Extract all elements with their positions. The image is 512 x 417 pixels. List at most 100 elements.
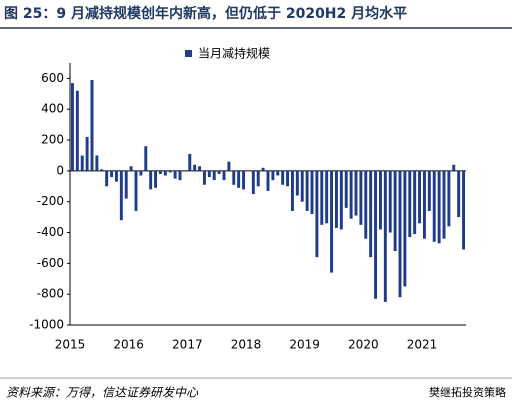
bar bbox=[403, 170, 407, 287]
bar bbox=[188, 153, 192, 171]
bar bbox=[217, 170, 221, 174]
bar bbox=[437, 170, 441, 244]
bar bbox=[90, 79, 94, 171]
bar bbox=[383, 170, 387, 302]
bar bbox=[393, 170, 397, 252]
bar bbox=[378, 170, 382, 230]
x-tick-label: 2018 bbox=[231, 338, 262, 352]
watermark: 樊继拓投资策略 bbox=[429, 385, 506, 399]
bar bbox=[227, 161, 231, 171]
bar bbox=[281, 170, 285, 185]
bar bbox=[271, 170, 275, 181]
bar bbox=[207, 170, 211, 178]
bar bbox=[100, 169, 104, 171]
bar bbox=[388, 170, 392, 233]
bar bbox=[364, 170, 368, 239]
y-tick-label: 400 bbox=[41, 102, 64, 116]
bar bbox=[290, 170, 294, 211]
x-tick-label: 2021 bbox=[407, 338, 438, 352]
bar bbox=[110, 170, 114, 178]
bar bbox=[129, 166, 133, 171]
bar bbox=[286, 170, 290, 187]
y-tick-label: -800 bbox=[37, 287, 64, 301]
bar bbox=[173, 170, 177, 179]
bar bbox=[300, 170, 304, 202]
bar bbox=[251, 170, 255, 194]
bar bbox=[305, 170, 309, 211]
y-tick-label: -400 bbox=[37, 225, 64, 239]
x-tick-label: 2016 bbox=[113, 338, 144, 352]
source: 资料来源：万得，信达证券研发中心 bbox=[6, 386, 199, 400]
bar bbox=[310, 170, 314, 215]
bar bbox=[442, 170, 446, 239]
bar bbox=[193, 164, 197, 171]
bar bbox=[261, 167, 265, 171]
bar bbox=[85, 136, 89, 171]
bar bbox=[124, 170, 128, 199]
bar bbox=[457, 170, 461, 218]
legend-label: 当月减持规模 bbox=[198, 46, 270, 61]
bar bbox=[432, 170, 436, 242]
bar bbox=[154, 170, 158, 188]
bar bbox=[149, 170, 153, 190]
bar bbox=[413, 170, 417, 235]
bar bbox=[295, 170, 299, 196]
bar bbox=[95, 155, 99, 171]
bar bbox=[198, 166, 202, 171]
bar bbox=[114, 170, 118, 182]
bar bbox=[398, 170, 402, 298]
bar bbox=[462, 170, 466, 250]
bar bbox=[369, 170, 373, 258]
bar bbox=[75, 90, 79, 171]
bar bbox=[139, 170, 143, 176]
bar bbox=[222, 170, 226, 181]
bar bbox=[256, 170, 260, 187]
bar bbox=[266, 170, 270, 191]
y-tick-label: 200 bbox=[41, 133, 64, 147]
bar bbox=[447, 170, 451, 227]
bar bbox=[320, 170, 324, 225]
bar bbox=[232, 170, 236, 185]
bar bbox=[427, 170, 431, 211]
bar bbox=[315, 170, 319, 258]
bar bbox=[374, 170, 378, 299]
bar bbox=[242, 170, 246, 190]
x-tick-label: 2015 bbox=[55, 338, 86, 352]
bar bbox=[105, 170, 109, 187]
x-tick-label: 2017 bbox=[172, 338, 203, 352]
bar bbox=[334, 170, 338, 228]
bar bbox=[452, 164, 456, 171]
x-tick-label: 2019 bbox=[289, 338, 320, 352]
bar bbox=[70, 83, 74, 171]
bar bbox=[158, 170, 162, 174]
x-tick-label: 2020 bbox=[348, 338, 379, 352]
bar bbox=[237, 170, 241, 188]
bar bbox=[80, 155, 84, 171]
bar bbox=[212, 170, 216, 181]
bar bbox=[119, 170, 123, 221]
bar bbox=[202, 170, 206, 185]
bar bbox=[144, 146, 148, 171]
bar bbox=[276, 170, 280, 176]
legend-swatch bbox=[185, 50, 192, 57]
bar bbox=[418, 170, 422, 224]
y-tick-label: -200 bbox=[37, 194, 64, 208]
bar bbox=[359, 170, 363, 225]
bar bbox=[354, 170, 358, 216]
y-tick-label: 600 bbox=[41, 71, 64, 85]
chart-title: 图 25：9 月减持规模创年内新高，但仍低于 2020H2 月均水平 bbox=[4, 5, 407, 22]
bar bbox=[408, 170, 412, 238]
y-tick-label: 0 bbox=[56, 163, 64, 177]
y-tick-label: -1000 bbox=[29, 318, 64, 332]
bar bbox=[178, 170, 182, 181]
bar bbox=[349, 170, 353, 219]
bar bbox=[325, 170, 329, 224]
bar bbox=[422, 170, 426, 239]
y-tick-label: -600 bbox=[37, 256, 64, 270]
bar bbox=[134, 170, 138, 211]
bar bbox=[330, 170, 334, 273]
bar bbox=[339, 170, 343, 230]
bar bbox=[168, 170, 172, 173]
bar bbox=[344, 170, 348, 208]
